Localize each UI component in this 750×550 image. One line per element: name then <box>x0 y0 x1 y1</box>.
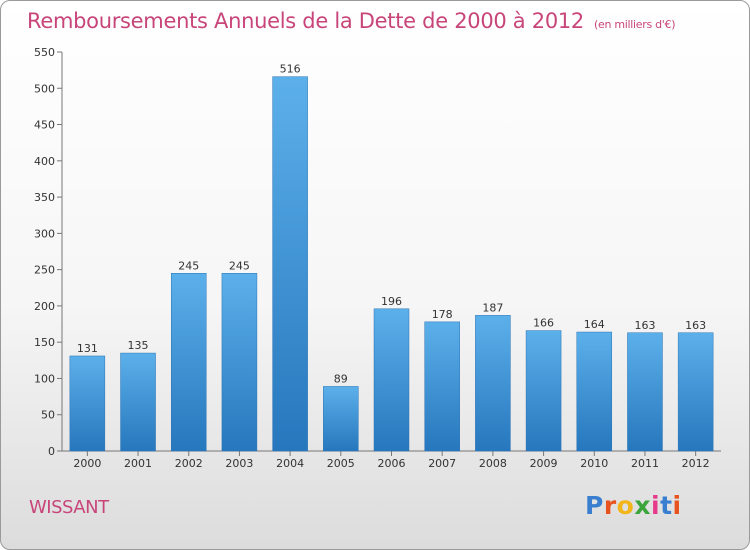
bar-2004 <box>272 76 308 452</box>
axes: 0 50 100 150 200 250 300 350 400 450 500 550 2000 200… <box>34 46 721 470</box>
value-label-2012: 163 <box>685 319 706 332</box>
y-tick-label: 50 <box>41 409 55 422</box>
x-tick-label-2004: 2004 <box>276 457 304 470</box>
y-tick-label: 500 <box>34 82 55 95</box>
x-tick-label-2003: 2003 <box>225 457 253 470</box>
x-tick-label-2001: 2001 <box>124 457 152 470</box>
bar-2011 <box>627 332 663 452</box>
chart-title-text: Remboursements Annuels de la Dette de 20… <box>27 9 584 33</box>
value-label-2007: 178 <box>432 308 453 321</box>
logo-letter: o <box>616 491 635 520</box>
bar-2008 <box>475 315 511 452</box>
bar-2005 <box>323 386 359 452</box>
x-tick-label-2002: 2002 <box>175 457 203 470</box>
x-tick-label-2009: 2009 <box>530 457 558 470</box>
logo-letter: i <box>651 491 661 520</box>
y-tick-label: 350 <box>34 191 55 204</box>
x-tick-label-2006: 2006 <box>378 457 406 470</box>
logo-letter: i <box>672 491 682 520</box>
bar-2002 <box>170 273 207 452</box>
bar-2006 <box>373 308 410 452</box>
bar-2009 <box>525 330 562 452</box>
value-label-2005: 89 <box>334 372 348 385</box>
x-tick-label-2005: 2005 <box>327 457 355 470</box>
chart-unit-note: (en milliers d'€) <box>594 18 676 31</box>
bar-2012 <box>677 332 714 452</box>
y-tick-label: 450 <box>34 119 55 132</box>
value-label-2008: 187 <box>482 301 503 314</box>
value-label-2001: 135 <box>128 339 149 352</box>
x-tick-label-2012: 2012 <box>682 457 710 470</box>
bar-2003 <box>221 273 258 452</box>
value-labels: 131 135 245 245 516 89 196 178 187 166 164 163 163 <box>77 63 706 386</box>
value-label-2003: 245 <box>229 259 250 272</box>
y-tick-label: 150 <box>34 336 55 349</box>
x-tick-label-2008: 2008 <box>479 457 507 470</box>
y-tick-label: 300 <box>34 227 55 240</box>
x-tick-label-2007: 2007 <box>428 457 456 470</box>
y-tick-label: 0 <box>48 445 55 458</box>
value-label-2009: 166 <box>533 317 554 330</box>
logo-letter: x <box>634 491 651 520</box>
bar-2007 <box>424 321 460 452</box>
y-tick-label: 550 <box>34 46 55 59</box>
y-tick-label: 100 <box>34 372 55 385</box>
x-tick-label-2011: 2011 <box>631 457 659 470</box>
value-label-2004: 516 <box>280 63 301 76</box>
logo-letter: t <box>660 491 673 520</box>
chart-title: Remboursements Annuels de la Dette de 20… <box>27 9 675 33</box>
value-label-2010: 164 <box>584 318 605 331</box>
x-tick-label-2000: 2000 <box>73 457 101 470</box>
bar-2001 <box>120 352 156 452</box>
proxiti-logo: Proxiti <box>585 491 682 520</box>
value-label-2006: 196 <box>381 295 402 308</box>
y-tick-label: 250 <box>34 264 55 277</box>
y-tick-label: 400 <box>34 155 55 168</box>
logo-letter: r <box>603 491 617 520</box>
bar-2000 <box>69 355 106 452</box>
x-tick-label-2010: 2010 <box>580 457 608 470</box>
bar-2010 <box>576 331 613 452</box>
y-tick-label: 200 <box>34 300 55 313</box>
value-label-2011: 163 <box>634 319 655 332</box>
bars <box>69 76 714 452</box>
commune-name: WISSANT <box>29 497 109 518</box>
logo-letter: P <box>585 491 604 520</box>
value-label-2002: 245 <box>178 259 199 272</box>
value-label-2000: 131 <box>77 342 98 355</box>
